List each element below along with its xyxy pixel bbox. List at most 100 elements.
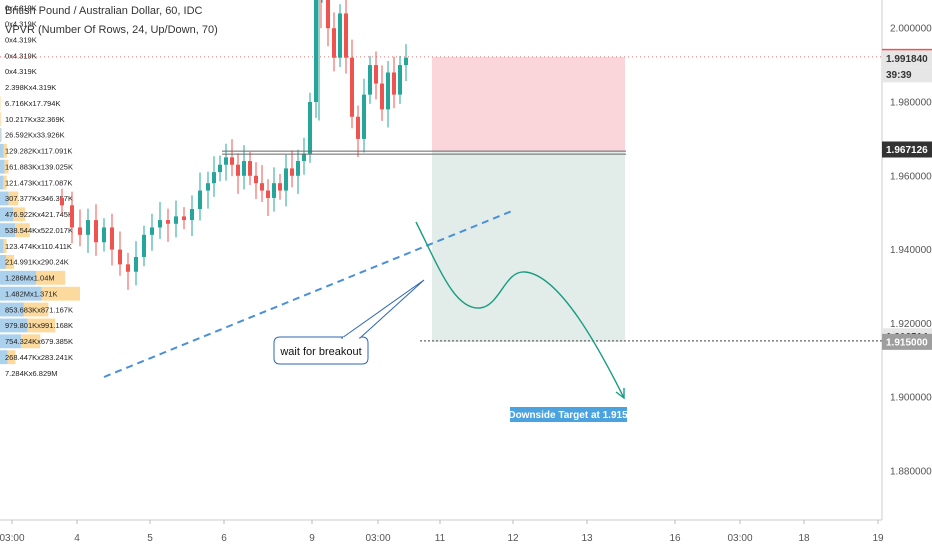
- candle-body: [150, 227, 154, 235]
- volume-profile-label: 0x4.319K: [5, 67, 37, 76]
- candle-body: [218, 164, 222, 173]
- y-tick-label: 1.940000: [890, 245, 932, 256]
- volume-profile-label: 307.377Kx346.357K: [5, 194, 73, 203]
- candle-body: [290, 168, 294, 176]
- ascending-trendline: [103, 210, 513, 378]
- volume-profile-label: 0x4.319K: [5, 51, 37, 60]
- callout-pointer: [340, 279, 425, 339]
- volume-profile-up-bar: [0, 128, 1, 142]
- candle-body: [236, 164, 240, 176]
- volume-profile-label: 121.473Kx117.087K: [5, 178, 72, 187]
- volume-profile-label: 123.474Kx110.411K: [5, 242, 72, 251]
- downside-target-box: [510, 407, 627, 422]
- projected-path: [415, 221, 625, 399]
- candle-body: [102, 227, 106, 243]
- candle-body: [182, 216, 186, 221]
- candle-body: [338, 13, 342, 58]
- volume-profile-label: 1.286Mx1.04M: [5, 274, 55, 283]
- candle-body: [302, 153, 306, 162]
- x-tick-label: 03:00: [0, 533, 25, 544]
- volume-profile-label: 754.324Kx679.385K: [5, 337, 73, 346]
- indicator-title: VPVR (Number Of Rows, 24, Up/Down, 70): [5, 24, 218, 36]
- volume-profile-down-bar: [4, 159, 9, 174]
- candle-body: [212, 172, 216, 184]
- candle-body: [86, 220, 90, 235]
- x-tick-label: 03:00: [727, 533, 752, 544]
- candle-body: [380, 83, 384, 110]
- x-tick-label: 16: [669, 533, 681, 544]
- x-tick-label: 9: [309, 533, 315, 544]
- volume-profile-up-bar: [0, 302, 24, 317]
- callout-bubble: [273, 336, 369, 365]
- price-label-text: 39:39: [886, 70, 912, 81]
- candle-body: [142, 234, 146, 257]
- candle-body: [284, 168, 288, 191]
- candle-body: [134, 256, 138, 272]
- candle-body: [126, 264, 130, 272]
- volume-profile-label: 214.991Kx290.24K: [5, 258, 69, 267]
- volume-profile-down-bar: [15, 223, 30, 238]
- x-tick-label: 11: [435, 533, 446, 544]
- volume-profile-down-bar: [3, 175, 7, 190]
- candle-body: [266, 190, 270, 198]
- volume-profile-down-bar: [23, 302, 49, 317]
- candle-body: [332, 28, 336, 58]
- volume-profile-label: 0x4.319K: [5, 4, 37, 13]
- candle-body: [392, 72, 396, 95]
- candle-body: [158, 220, 162, 228]
- candle-body: [94, 220, 98, 243]
- volume-profile-up-bar: [0, 159, 5, 174]
- symbol-title: British Pound / Australian Dollar, 60, I…: [5, 5, 203, 17]
- x-tick-label: 4: [74, 533, 80, 544]
- y-tick-label: 1.960000: [890, 171, 932, 182]
- volume-profile-label: 7.284Kx6.829M: [5, 369, 58, 378]
- projected-path-arrowhead: [615, 388, 625, 400]
- y-tick-label: 1.880000: [890, 467, 932, 478]
- volume-profile-label: 0x4.319K: [5, 20, 37, 29]
- candle-body: [404, 57, 408, 66]
- volume-profile-label: 538.544Kx522.017K: [5, 226, 73, 235]
- candle-body: [118, 249, 122, 265]
- volume-profile-down-bar: [6, 255, 15, 269]
- candle-body: [198, 190, 202, 210]
- price-label-box: [882, 333, 932, 350]
- volume-profile-up-bar: [0, 175, 4, 190]
- candle-body: [60, 197, 64, 206]
- volume-profile-up-bar: [0, 207, 14, 222]
- candle-body: [398, 65, 402, 95]
- risk-zone: [432, 56, 625, 152]
- price-label-box: [882, 66, 932, 83]
- volume-profile-down-bar: [36, 270, 66, 285]
- volume-profile-down-bar: [21, 334, 41, 349]
- candle-body: [272, 183, 276, 198]
- volume-profile-down-bar: [41, 286, 80, 301]
- volume-profile-down-bar: [8, 191, 19, 206]
- volume-profile-up-bar: [0, 239, 4, 253]
- volume-profile-up-bar: [0, 223, 16, 238]
- volume-profile-down-bar: [13, 207, 26, 222]
- y-tick-label: 1.980000: [890, 98, 932, 109]
- x-tick-label: 13: [581, 533, 593, 544]
- volume-profile-up-bar: [0, 191, 9, 206]
- volume-profile-label: 853.683Kx871.167K: [5, 305, 73, 314]
- candle-body: [254, 175, 258, 184]
- candle-body: [326, 0, 330, 29]
- y-tick-label: 1.920000: [890, 319, 932, 330]
- candle-body: [296, 161, 300, 176]
- volume-profile-label: 476.922Kx421.745K: [5, 210, 73, 219]
- price-label-text: 1.991840: [886, 54, 928, 65]
- y-tick-label: 2.000000: [890, 24, 932, 35]
- downside-target-label: Downside Target at 1.915: [508, 410, 628, 421]
- x-tick-label: 5: [147, 533, 153, 544]
- candle-body: [314, 0, 318, 102]
- candle-body: [190, 209, 194, 221]
- volume-profile-up-bar: [0, 143, 4, 158]
- x-tick-label: 18: [798, 533, 810, 544]
- price-label-text: 1.915000: [886, 337, 928, 348]
- price-label-box: [882, 141, 932, 158]
- candle-body: [70, 205, 74, 228]
- candle-body: [230, 157, 234, 165]
- volume-profile-up-bar: [0, 255, 7, 269]
- volume-profile-label: 10.217Kx32.369K: [5, 115, 65, 124]
